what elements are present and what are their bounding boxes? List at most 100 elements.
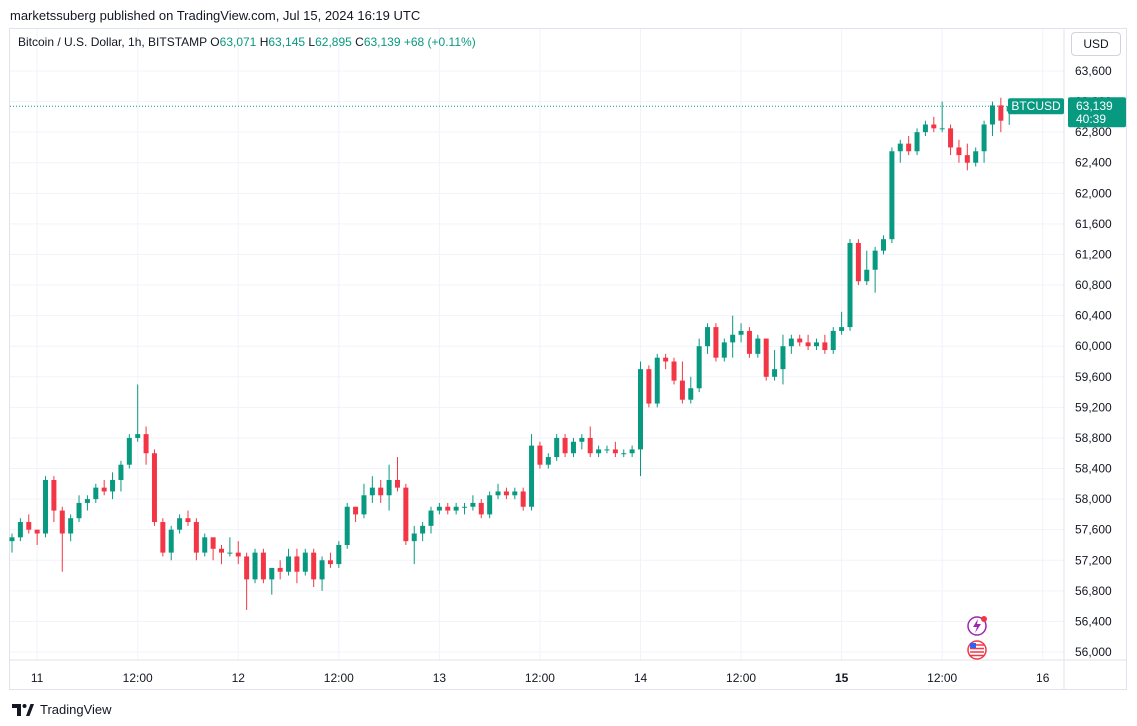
candle-body[interactable] xyxy=(587,437,593,454)
candle-body[interactable] xyxy=(529,445,535,507)
candle-body[interactable] xyxy=(336,544,342,565)
candle-body[interactable] xyxy=(135,434,141,438)
candle-body[interactable] xyxy=(554,437,560,458)
candle-body[interactable] xyxy=(847,243,853,328)
candle-body[interactable] xyxy=(948,128,954,148)
candle-body[interactable] xyxy=(394,479,400,488)
candle-body[interactable] xyxy=(864,269,870,282)
candle-body[interactable] xyxy=(629,449,635,454)
candle-body[interactable] xyxy=(537,445,543,465)
candle-body[interactable] xyxy=(730,334,736,343)
candle-body[interactable] xyxy=(202,537,208,553)
candle-body[interactable] xyxy=(252,552,258,580)
candle-body[interactable] xyxy=(646,369,652,404)
candle-body[interactable] xyxy=(570,441,576,454)
candle-body[interactable] xyxy=(227,552,233,554)
candle-body[interactable] xyxy=(663,357,669,362)
candle-body[interactable] xyxy=(738,330,744,335)
candle-body[interactable] xyxy=(872,250,878,270)
candle-body[interactable] xyxy=(788,338,794,347)
candle-body[interactable] xyxy=(34,529,40,534)
candle-body[interactable] xyxy=(445,506,451,511)
candle-body[interactable] xyxy=(487,495,493,515)
candle-body[interactable] xyxy=(939,128,945,130)
tradingview-logo[interactable]: TradingView xyxy=(12,702,112,717)
candle-body[interactable] xyxy=(881,239,887,251)
candle-body[interactable] xyxy=(43,479,49,534)
candle-body[interactable] xyxy=(68,518,74,534)
candle-body[interactable] xyxy=(612,449,618,454)
candle-body[interactable] xyxy=(168,529,174,553)
candle-body[interactable] xyxy=(160,522,166,553)
legend-symbol[interactable]: Bitcoin / U.S. Dollar, 1h, BITSTAMP xyxy=(18,35,207,49)
candle-body[interactable] xyxy=(906,143,912,152)
currency-selector[interactable]: USD xyxy=(1071,32,1121,56)
candle-body[interactable] xyxy=(579,437,585,442)
candle-body[interactable] xyxy=(420,525,426,534)
candle-body[interactable] xyxy=(780,346,786,370)
candle-body[interactable] xyxy=(545,457,551,465)
candle-body[interactable] xyxy=(638,369,643,450)
candle-body[interactable] xyxy=(302,552,308,572)
candle-body[interactable] xyxy=(964,155,970,163)
candle-body[interactable] xyxy=(93,487,99,500)
candle-body[interactable] xyxy=(277,567,283,572)
candle-body[interactable] xyxy=(922,124,928,133)
candle-body[interactable] xyxy=(126,437,132,465)
candle-body[interactable] xyxy=(353,506,359,515)
candle-body[interactable] xyxy=(386,479,392,496)
candle-body[interactable] xyxy=(830,330,836,351)
candle-body[interactable] xyxy=(503,491,509,496)
candle-body[interactable] xyxy=(813,342,819,347)
candle-body[interactable] xyxy=(797,338,803,343)
candle-body[interactable] xyxy=(805,342,811,347)
candle-body[interactable] xyxy=(713,327,719,358)
candle-body[interactable] xyxy=(596,449,602,454)
candle-body[interactable] xyxy=(679,380,685,400)
candle-body[interactable] xyxy=(177,518,183,530)
candle-body[interactable] xyxy=(478,502,484,515)
candle-body[interactable] xyxy=(59,510,65,534)
candle-body[interactable] xyxy=(989,105,995,125)
candle-body[interactable] xyxy=(185,518,191,523)
candle-body[interactable] xyxy=(9,537,15,542)
candle-body[interactable] xyxy=(512,491,518,496)
candle-body[interactable] xyxy=(403,487,409,542)
candle-body[interactable] xyxy=(269,567,275,580)
candle-body[interactable] xyxy=(889,151,895,240)
candle-body[interactable] xyxy=(378,487,384,496)
candle-body[interactable] xyxy=(604,449,610,451)
candle-body[interactable] xyxy=(763,338,769,377)
candle-body[interactable] xyxy=(327,560,333,565)
candle-body[interactable] xyxy=(462,506,468,508)
candle-body[interactable] xyxy=(17,522,23,538)
candle-body[interactable] xyxy=(973,151,979,163)
candle-body[interactable] xyxy=(520,491,526,507)
candle-body[interactable] xyxy=(118,464,124,480)
candle-body[interactable] xyxy=(897,143,903,152)
candle-body[interactable] xyxy=(84,499,90,503)
candle-body[interactable] xyxy=(311,552,317,580)
candle-body[interactable] xyxy=(369,487,375,496)
candle-body[interactable] xyxy=(688,388,694,400)
candle-body[interactable] xyxy=(562,437,568,454)
candle-body[interactable] xyxy=(319,560,325,580)
candle-body[interactable] xyxy=(931,124,937,129)
candle-body[interactable] xyxy=(151,453,157,523)
candle-body[interactable] xyxy=(696,346,702,389)
candle-body[interactable] xyxy=(839,327,845,331)
candle-body[interactable] xyxy=(26,522,32,530)
candle-body[interactable] xyxy=(621,453,627,455)
candle-body[interactable] xyxy=(219,548,224,553)
candle-body[interactable] xyxy=(286,556,292,572)
candle-body[interactable] xyxy=(998,105,1004,121)
candle-body[interactable] xyxy=(436,506,442,511)
candle-body[interactable] xyxy=(294,556,300,572)
candle-body[interactable] xyxy=(143,434,149,454)
candle-body[interactable] xyxy=(244,556,250,580)
candle-body[interactable] xyxy=(956,147,962,156)
candle-body[interactable] xyxy=(772,369,778,377)
candle-body[interactable] xyxy=(746,330,752,354)
candle-body[interactable] xyxy=(705,327,711,347)
